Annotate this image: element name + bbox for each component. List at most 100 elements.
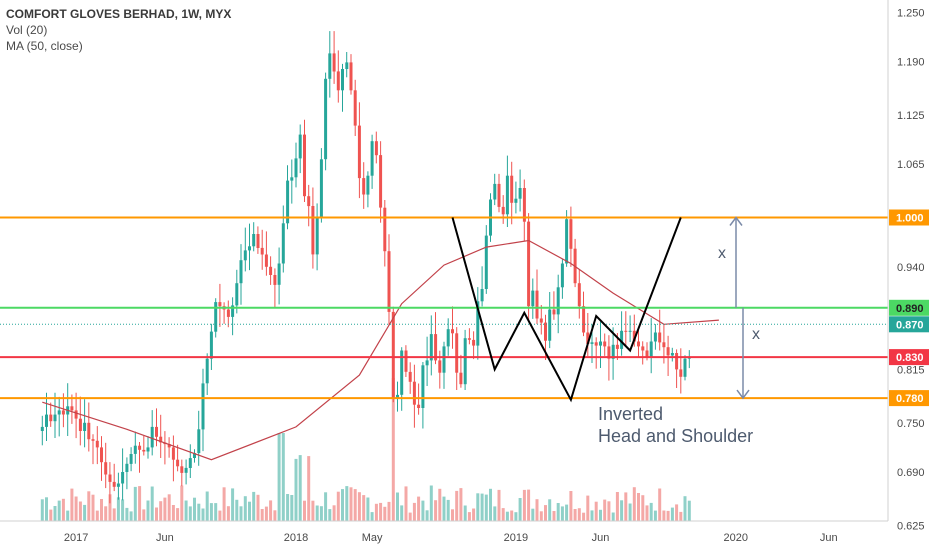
candle [277,247,281,305]
volume-bar [176,508,180,521]
candle-body [683,358,687,377]
arrow-head [736,389,750,400]
candle [383,200,387,267]
candle [683,355,687,381]
candle-body [70,406,74,411]
volume-bar [298,455,302,521]
x-tick-label: Jun [156,532,174,544]
candle-body [252,234,256,247]
candle [315,203,319,271]
volume-bar [412,502,416,521]
candle-body [586,332,590,344]
candle [514,181,518,214]
volume-bar [108,494,112,521]
candle-series [40,31,691,504]
candle [552,291,556,320]
measured-move-label: x [752,326,760,343]
candle [345,52,349,78]
candle [239,244,243,305]
candle [594,337,598,369]
candle-body [218,302,222,307]
volume-bar [290,495,294,521]
candle [298,124,302,174]
candle [53,392,57,438]
volume-bar [467,512,471,521]
candle [214,298,218,338]
candle [501,195,505,224]
volume-bar [379,502,383,521]
candle-body [138,445,142,450]
volume-bar [193,497,196,521]
candle-body [150,426,154,448]
candle [455,327,459,390]
candle-body [560,263,564,288]
candle-body [125,463,129,472]
volume-bar [548,499,552,521]
y-tick-label: 0.690 [897,467,925,479]
candle [264,231,268,276]
volume-bar [670,507,674,521]
candle-body [476,301,480,346]
volume-bar [273,510,277,521]
volume-bar [155,507,158,521]
candle-body [235,283,239,306]
volume-bar [505,511,509,521]
candle [434,312,438,365]
candle-body [535,290,539,319]
candle-body [184,467,188,473]
candle-body [637,341,640,347]
x-tick-label: 2020 [724,532,748,544]
volume-bar [438,488,442,521]
candle-body [472,339,476,346]
volume-bar [311,500,315,521]
candle [666,335,670,376]
candle [539,305,543,335]
candle [87,402,91,452]
volume-bar [645,505,649,521]
volume-bar [243,496,247,521]
volume-bar [205,491,209,521]
candle [459,354,463,388]
candle-body [205,358,209,384]
candle [108,462,112,504]
candle [218,283,222,327]
candle-body [209,331,213,359]
volume-bar [560,506,564,521]
volume-bar [451,509,454,521]
candle [176,444,180,472]
candle-body [74,410,78,419]
candle [91,434,95,465]
candle [294,142,298,188]
candle-body [455,333,459,373]
candle [129,447,133,472]
candle-body [332,53,336,72]
candle [290,159,294,204]
candle [624,311,628,347]
candle-body [353,90,357,126]
candle-body [624,330,628,332]
level-price-tag: 1.000 [889,209,929,226]
candle [303,119,306,202]
volume-bar [231,488,235,521]
candle-body [256,234,260,248]
volume-bar [400,505,404,521]
candle [45,392,48,441]
volume-bar [662,510,666,521]
volume-bar [607,501,611,521]
candle [231,297,235,336]
candle [171,435,175,482]
candle-body [121,472,125,484]
candle-body [133,445,137,454]
candle-body [484,235,488,289]
price-tag-box [889,349,929,366]
candle [188,444,192,478]
volume-bar [49,509,53,521]
volume-bar [209,503,213,521]
volume-bar [286,494,290,521]
chart-legend: COMFORT GLOVES BERHAD, 1W, MYX Vol (20) … [6,6,231,54]
volume-bar [138,486,142,521]
candle-body [298,134,302,159]
candle-body [421,365,425,408]
volume-bar [341,489,344,521]
